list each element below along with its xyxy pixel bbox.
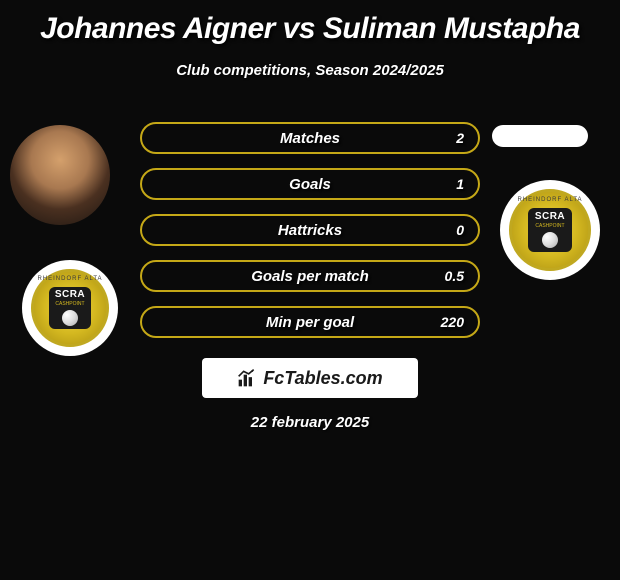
footer-date: 22 february 2025	[0, 414, 620, 431]
badge-main-text: SCRA	[535, 211, 565, 222]
badge-ring-text: RHEINDORF ALTA	[37, 276, 102, 282]
player-left-avatar	[10, 125, 110, 225]
badge-center: SCRA CASHPOINT	[528, 208, 572, 252]
badge-main-text: SCRA	[55, 289, 85, 300]
badge-sub-text: CASHPOINT	[535, 223, 564, 229]
club-badge-left-inner: RHEINDORF ALTA SCRA CASHPOINT	[31, 269, 110, 348]
stat-value-right: 2	[456, 130, 464, 146]
stat-row: Min per goal 220	[140, 306, 480, 338]
club-badge-right: RHEINDORF ALTA SCRA CASHPOINT	[500, 180, 600, 280]
badge-ball-icon	[62, 310, 78, 326]
stats-container: Matches 2 Goals 1 Hattricks 0 Goals per match 0…	[140, 122, 480, 352]
footer-brand[interactable]: FcTables.com	[202, 358, 418, 398]
stat-label: Min per goal	[266, 314, 354, 331]
badge-center: SCRA CASHPOINT	[49, 287, 91, 329]
page-title: Johannes Aigner vs Suliman Mustapha	[0, 0, 620, 46]
stat-value-right: 0.5	[445, 268, 464, 284]
subtitle: Club competitions, Season 2024/2025	[0, 62, 620, 79]
club-badge-left: RHEINDORF ALTA SCRA CASHPOINT	[22, 260, 118, 356]
badge-ring-text: RHEINDORF ALTA	[517, 197, 582, 203]
chart-icon	[237, 368, 257, 388]
player-right-avatar	[492, 125, 588, 147]
club-badge-right-inner: RHEINDORF ALTA SCRA CASHPOINT	[509, 189, 591, 271]
footer-brand-text: FcTables.com	[263, 368, 382, 389]
badge-ball-icon	[542, 232, 558, 248]
stat-label: Goals	[289, 176, 331, 193]
stat-value-right: 1	[456, 176, 464, 192]
stat-label: Hattricks	[278, 222, 342, 239]
stat-row: Hattricks 0	[140, 214, 480, 246]
stat-row: Goals per match 0.5	[140, 260, 480, 292]
stat-value-right: 0	[456, 222, 464, 238]
stat-label: Matches	[280, 130, 340, 147]
stat-row: Goals 1	[140, 168, 480, 200]
stat-label: Goals per match	[251, 268, 369, 285]
badge-sub-text: CASHPOINT	[55, 301, 84, 307]
stat-value-right: 220	[441, 314, 464, 330]
stat-row: Matches 2	[140, 122, 480, 154]
